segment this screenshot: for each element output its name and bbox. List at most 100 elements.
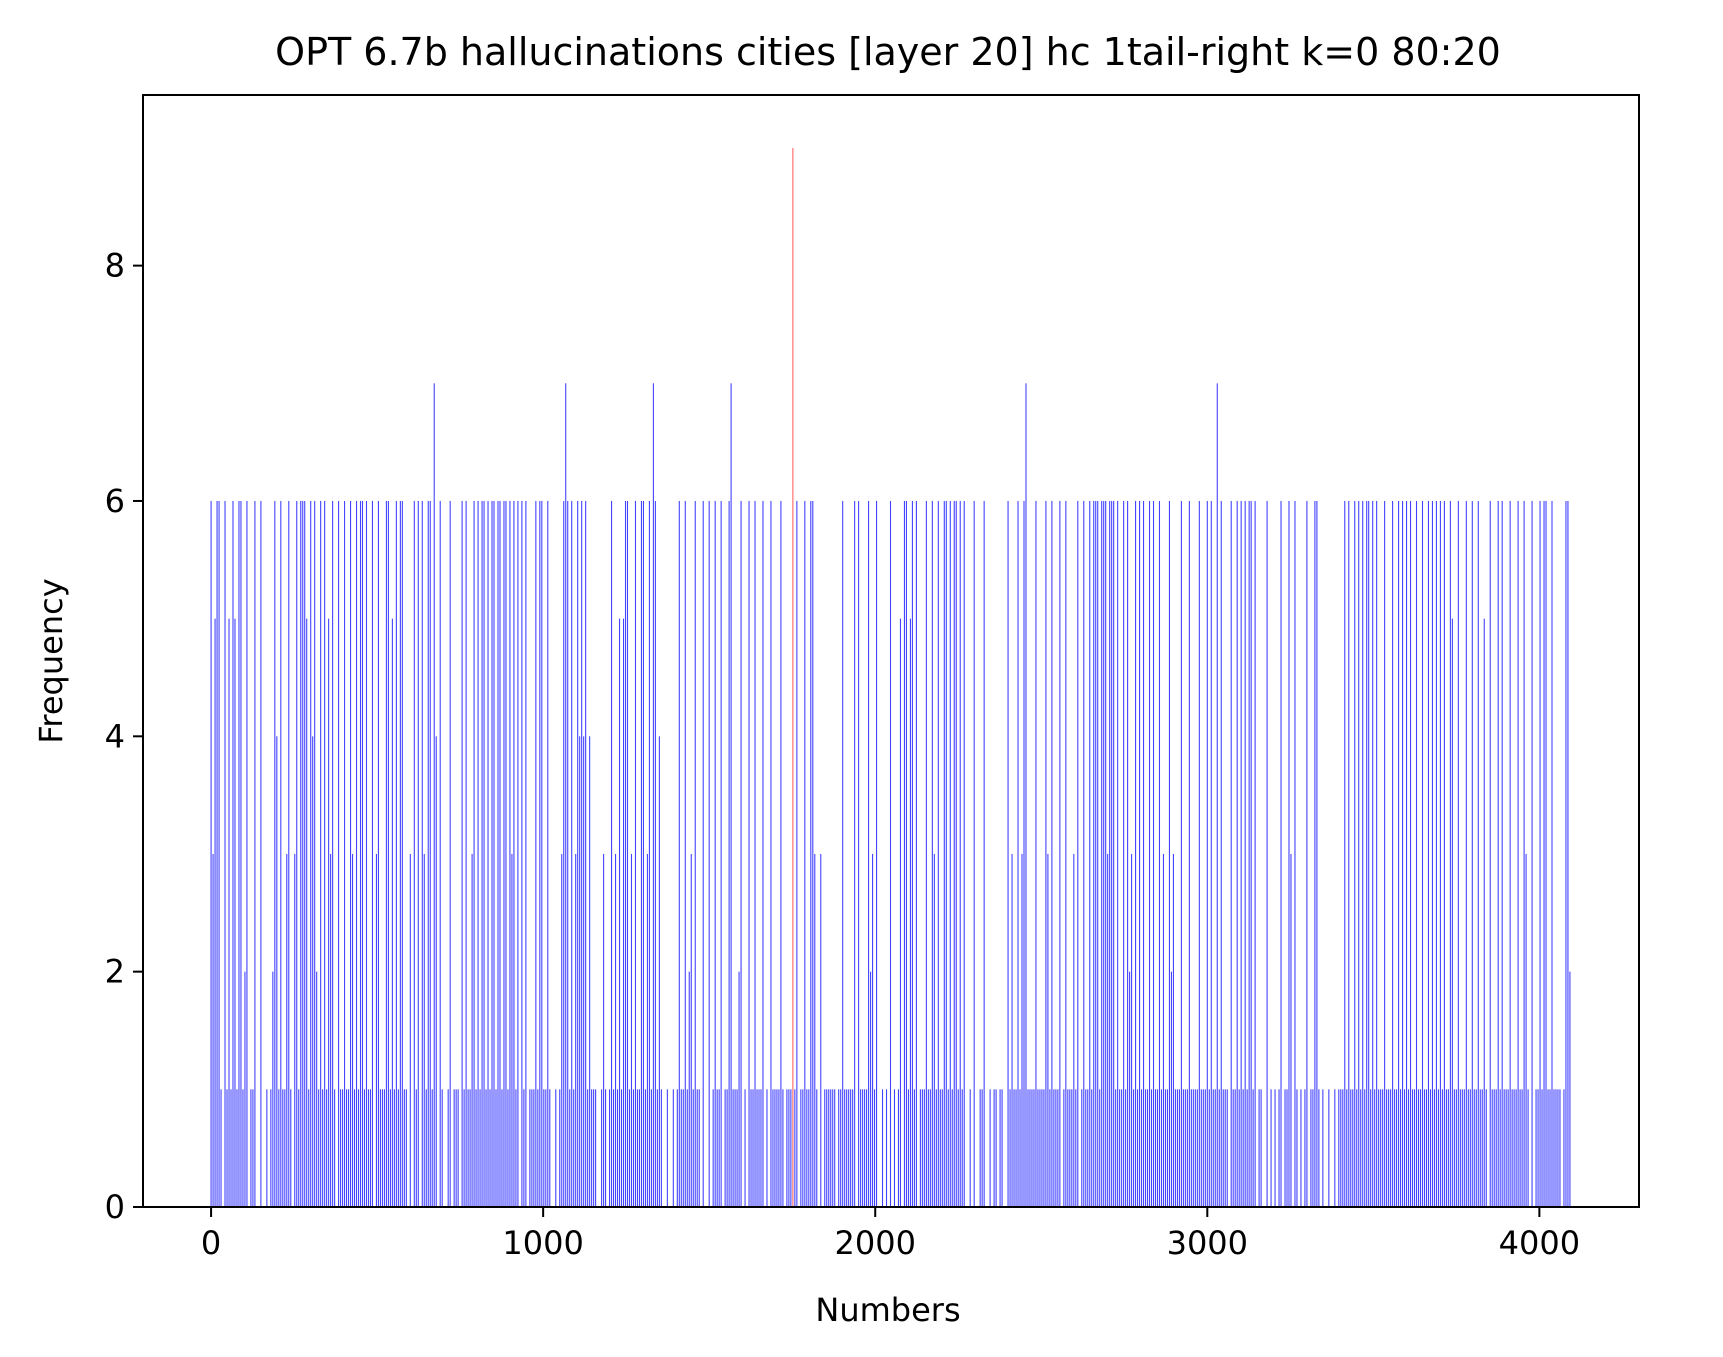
bar [1119,1089,1121,1207]
bar [1059,500,1061,1208]
x-tick-label: 0 [201,1224,221,1262]
bar [708,500,710,1208]
bar [1150,1089,1153,1207]
bar [949,500,951,1208]
bar [294,853,296,1207]
bar [939,1089,941,1207]
bar [1131,853,1133,1207]
bar [355,500,358,1208]
bar [1360,1089,1362,1207]
bar [1525,853,1527,1207]
bar [658,736,660,1207]
bar [565,383,567,1207]
bar [955,500,957,1208]
bar [316,971,318,1207]
bar [280,500,282,1208]
bar [945,500,947,1208]
bar [1260,1089,1262,1207]
bar [1075,1089,1077,1207]
bar [1515,1089,1517,1207]
bar [1250,500,1252,1208]
bar [726,1089,728,1207]
y-tick-label: 8 [105,247,125,285]
bar [304,500,306,1208]
bar [593,1089,595,1207]
bar [1049,1089,1051,1207]
bar [1200,1089,1202,1207]
bar [1479,1089,1481,1207]
bar [531,1089,533,1207]
bar [467,1089,469,1207]
bar [1286,1089,1288,1207]
bar [1378,1089,1380,1207]
bar [1139,500,1141,1208]
bar [933,853,935,1207]
bar [650,1089,652,1207]
bar [688,971,690,1207]
bar [555,1089,557,1207]
bar [1465,500,1467,1208]
bar [1111,500,1113,1208]
bar [1091,1089,1093,1207]
bar [628,1089,631,1207]
bar [433,383,435,1207]
x-tick-label: 2000 [835,1224,916,1262]
bar [1328,1089,1330,1207]
bar [493,500,495,1208]
bar [1160,1089,1163,1207]
bar [276,736,278,1207]
bar [312,736,314,1207]
bar [1208,1089,1210,1207]
bar [1186,1089,1188,1207]
bar [334,1089,336,1207]
bar [696,1089,698,1207]
bar [521,500,523,1208]
bar [941,1089,943,1207]
bar [810,500,812,1208]
bar [1316,500,1318,1208]
bar [640,500,642,1208]
bar [387,500,389,1208]
bar [1356,1089,1358,1207]
bar [1455,1089,1457,1207]
bar [278,1089,280,1207]
bar [1021,853,1023,1207]
bar [702,500,704,1208]
bar [296,500,298,1208]
bar [282,1089,284,1207]
bar [1388,1089,1390,1207]
bar [1085,1089,1087,1207]
bar [575,853,577,1207]
x-tick-label: 4000 [1499,1224,1580,1262]
bar [401,500,403,1208]
bar [770,500,772,1208]
bar [644,1089,646,1207]
bar [1224,1089,1226,1207]
bar [1137,1089,1139,1207]
bar [252,1089,254,1207]
bar [1461,1089,1463,1207]
bar [1463,1089,1465,1207]
bar [1182,1089,1184,1207]
bar [298,1089,300,1207]
bar [947,1089,949,1207]
bar [1376,500,1378,1208]
bar [1129,971,1131,1207]
bar [814,853,816,1207]
bar [911,500,913,1208]
bar [1166,1089,1168,1207]
bar [405,1089,407,1207]
bar [491,500,493,1208]
bar [244,971,246,1207]
bar [1009,1089,1011,1207]
bar [858,500,860,1208]
bar [1087,1089,1089,1207]
bar [830,1089,832,1207]
bar [1557,1089,1559,1207]
bar [1565,500,1567,1208]
bar [397,1089,399,1207]
bar [812,500,814,1208]
bar [1294,500,1296,1208]
bar [1176,1089,1178,1207]
bar [1392,500,1394,1208]
